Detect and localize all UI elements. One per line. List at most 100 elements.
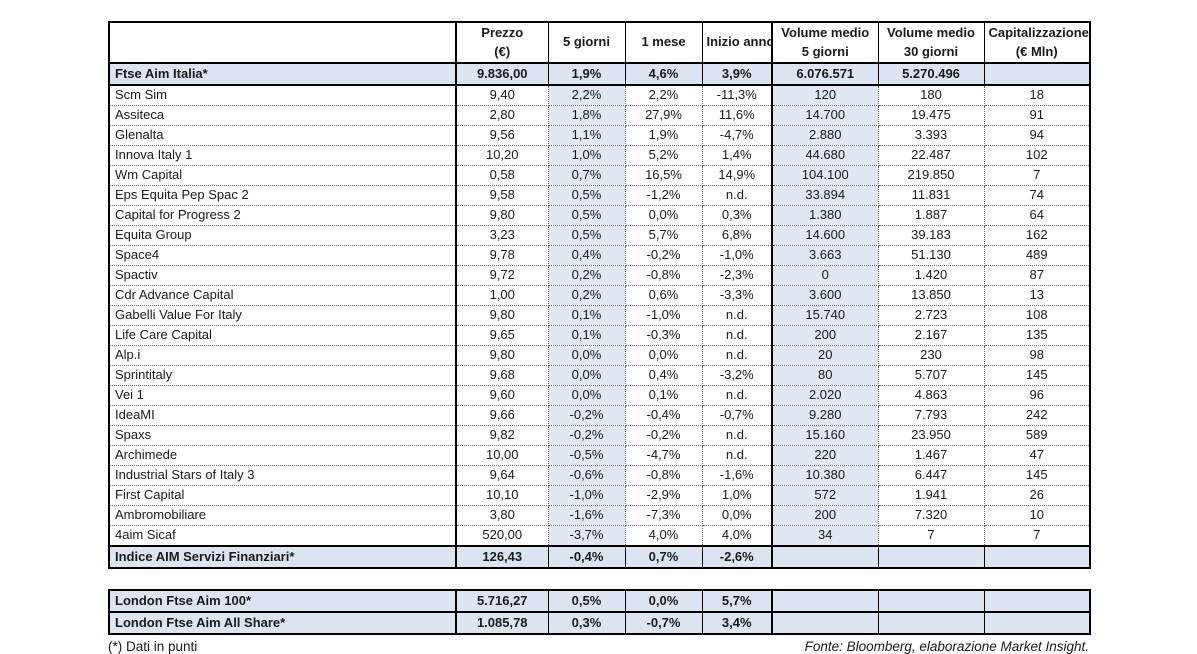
value-cell: 87	[984, 265, 1091, 286]
value-cell: 26	[984, 485, 1091, 506]
value-cell: -2,3%	[702, 265, 773, 286]
value-cell: n.d.	[702, 325, 773, 346]
value-cell: 0,0%	[548, 345, 626, 366]
value-cell: -0,4%	[548, 545, 626, 568]
name-cell: Scm Sim	[109, 85, 457, 106]
value-cell: 91	[984, 105, 1091, 126]
value-cell: 10,20	[456, 145, 549, 166]
value-cell: 44.680	[772, 145, 879, 166]
name-cell: Space4	[109, 245, 457, 266]
value-cell: -4,7%	[625, 445, 703, 466]
london-aim-table-body: London Ftse Aim 100* 5.716,27 0,5% 0,0% 5,7%…	[109, 590, 1091, 634]
value-cell: 3,80	[456, 505, 549, 526]
ftse-aim-italia-row: Ftse Aim Italia* 9.836,00 1,9% 4,6% 3,9% 6.07…	[109, 63, 1091, 86]
header-row: Prezzo (€) 5 giorni 1 mese Inizio anno Volume…	[109, 22, 1091, 64]
value-cell: -0,4%	[625, 405, 703, 426]
value-cell: 1.085,78	[456, 612, 549, 634]
value-cell	[878, 590, 985, 613]
company-row: Equita Group 3,23 0,5% 5,7% 6,8% 14.600 39.183…	[109, 225, 1091, 246]
value-cell: 0,0%	[702, 505, 773, 526]
value-cell: 3,4%	[702, 612, 773, 634]
value-cell: 0,0%	[548, 385, 626, 406]
value-cell: 3.663	[772, 245, 879, 266]
value-cell: 15.160	[772, 425, 879, 446]
value-cell: 1.887	[878, 205, 985, 226]
value-cell: 0,0%	[625, 590, 703, 613]
value-cell: 5,7%	[625, 225, 703, 246]
value-cell	[878, 612, 985, 634]
value-cell: 2,2%	[625, 85, 703, 106]
value-cell: 2,80	[456, 105, 549, 126]
value-cell	[984, 545, 1091, 568]
value-cell: 0,7%	[625, 545, 703, 568]
london-index-row: London Ftse Aim All Share* 1.085,78 0,3% -0…	[109, 612, 1091, 634]
name-cell: Life Care Capital	[109, 325, 457, 346]
value-cell: 20	[772, 345, 879, 366]
footnotes: (*) Dati in punti Fonte: Bloomberg, elab…	[108, 639, 1089, 654]
name-cell: Glenalta	[109, 125, 457, 146]
value-cell: 102	[984, 145, 1091, 166]
value-cell: 1,8%	[548, 105, 626, 126]
value-cell: 9,60	[456, 385, 549, 406]
aim-servizi-finanziari-row: Indice AIM Servizi Finanziari* 126,43 -0,4…	[109, 545, 1091, 568]
value-cell: 0,2%	[548, 285, 626, 306]
value-cell	[772, 590, 879, 613]
value-cell: 22.487	[878, 145, 985, 166]
value-cell: n.d.	[702, 345, 773, 366]
value-cell: 3.393	[878, 125, 985, 146]
name-cell: Archimede	[109, 445, 457, 466]
value-cell: 108	[984, 305, 1091, 326]
header-cell	[109, 22, 457, 64]
value-cell: -1,6%	[702, 465, 773, 486]
value-cell: 11.831	[878, 185, 985, 206]
value-cell: 0,5%	[548, 185, 626, 206]
value-cell: 0,5%	[548, 225, 626, 246]
name-cell: Cdr Advance Capital	[109, 285, 457, 306]
value-cell: 1,00	[456, 285, 549, 306]
value-cell: 3,23	[456, 225, 549, 246]
value-cell: -1,0%	[625, 305, 703, 326]
company-row: Spaxs 9,82 -0,2% -0,2% n.d. 15.160 23.950 589	[109, 425, 1091, 446]
value-cell: -0,2%	[625, 425, 703, 446]
value-cell: 10,00	[456, 445, 549, 466]
value-cell: 0	[772, 265, 879, 286]
company-row: Capital for Progress 2 9,80 0,5% 0,0% 0,3% 1.…	[109, 205, 1091, 226]
value-cell: 489	[984, 245, 1091, 266]
value-cell: 80	[772, 365, 879, 386]
value-cell: 0,1%	[625, 385, 703, 406]
company-row: Sprintitaly 9,68 0,0% 0,4% -3,2% 80 5.707 145	[109, 365, 1091, 386]
value-cell: 5,7%	[702, 590, 773, 613]
value-cell: 3.600	[772, 285, 879, 306]
value-cell: 7	[984, 165, 1091, 186]
value-cell: 9,56	[456, 125, 549, 146]
value-cell: 27,9%	[625, 105, 703, 126]
name-cell: IdeaMI	[109, 405, 457, 426]
header-cell: 1 mese	[625, 22, 703, 64]
value-cell: 9.280	[772, 405, 879, 426]
value-cell: 9,80	[456, 345, 549, 366]
value-cell: 9,66	[456, 405, 549, 426]
company-row: IdeaMI 9,66 -0,2% -0,4% -0,7% 9.280 7.793 242	[109, 405, 1091, 426]
value-cell: 1,0%	[548, 145, 626, 166]
value-cell: -7,3%	[625, 505, 703, 526]
header-cell: 5 giorni	[548, 22, 626, 64]
value-cell: 7	[878, 525, 985, 547]
company-row: 4aim Sicaf 520,00 -3,7% 4,0% 4,0% 34 7 7	[109, 525, 1091, 547]
value-cell: 1,9%	[625, 125, 703, 146]
value-cell: 220	[772, 445, 879, 466]
source-note: Fonte: Bloomberg, elaborazione Market In…	[804, 639, 1089, 654]
value-cell: 98	[984, 345, 1091, 366]
value-cell: 9,68	[456, 365, 549, 386]
value-cell: 2.723	[878, 305, 985, 326]
value-cell: 7	[984, 525, 1091, 547]
value-cell: 10,10	[456, 485, 549, 506]
value-cell: n.d.	[702, 185, 773, 206]
value-cell	[984, 590, 1091, 613]
value-cell: 126,43	[456, 545, 549, 568]
header-cell: Inizio anno	[702, 22, 773, 64]
value-cell: 0,0%	[548, 365, 626, 386]
value-cell: 10	[984, 505, 1091, 526]
name-cell: Eps Equita Pep Spac 2	[109, 185, 457, 206]
value-cell: -0,3%	[625, 325, 703, 346]
value-cell: -2,9%	[625, 485, 703, 506]
